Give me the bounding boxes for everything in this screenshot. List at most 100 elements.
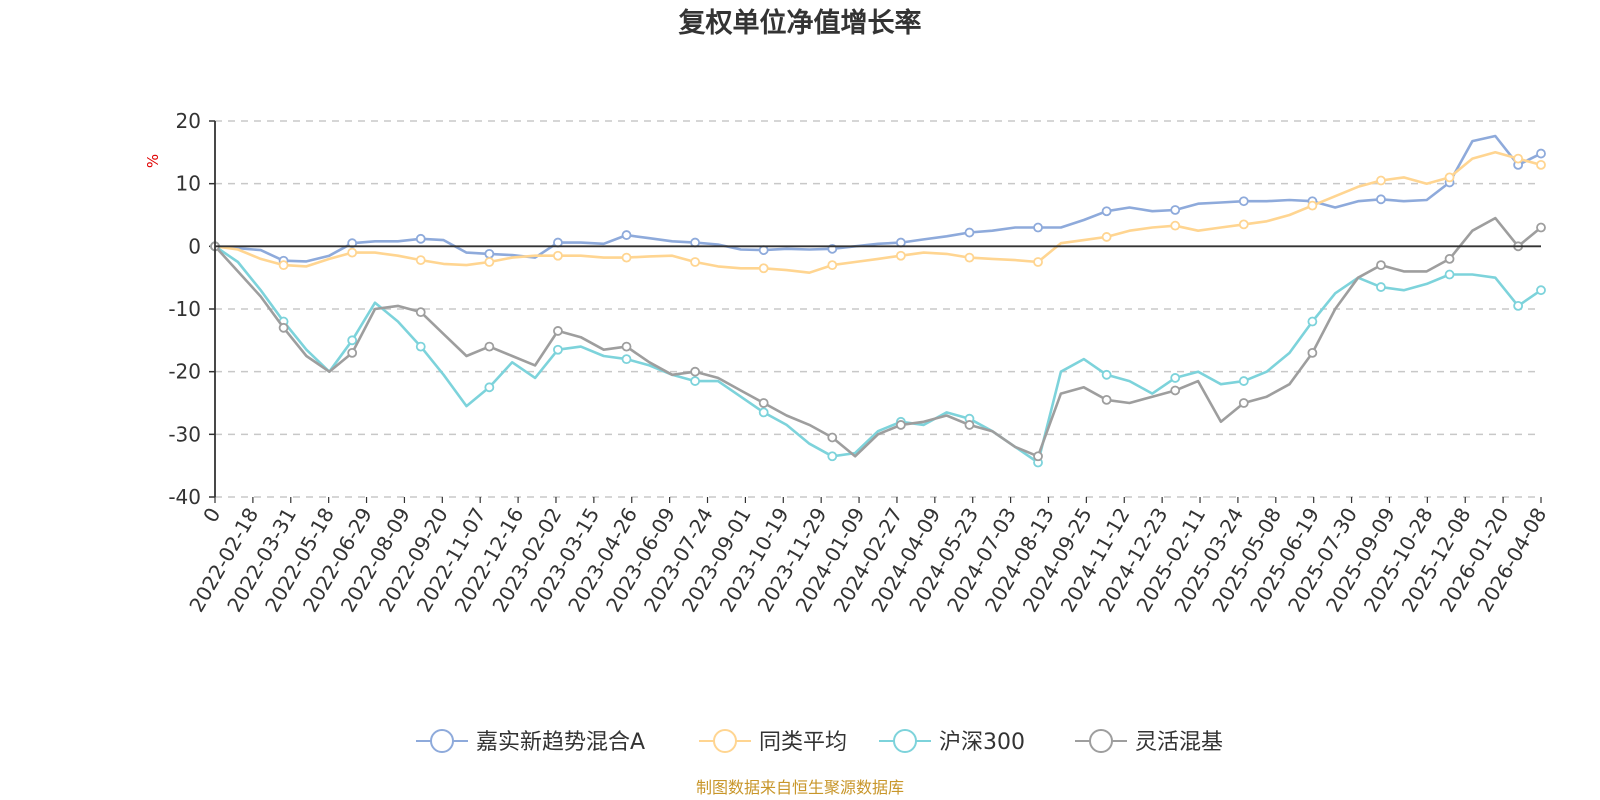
data-point — [1033, 222, 1043, 233]
legend-label: 嘉实新趋势混合A — [476, 730, 645, 755]
legend-marker — [893, 729, 917, 753]
data-point — [1101, 206, 1112, 217]
data-point — [347, 247, 358, 258]
y-tick-label: 0 — [188, 234, 201, 258]
data-point — [278, 322, 289, 333]
legend-item[interactable]: 同类平均 — [699, 729, 847, 755]
data-point — [1170, 205, 1181, 215]
data-point — [415, 307, 426, 318]
data-point — [1170, 220, 1181, 231]
data-point — [484, 382, 495, 393]
legend-item[interactable]: 嘉实新趋势混合A — [416, 729, 645, 755]
legend-label: 同类平均 — [759, 730, 847, 755]
data-point — [621, 341, 632, 352]
legend-marker — [713, 729, 737, 753]
data-point — [895, 250, 906, 261]
data-point — [484, 341, 495, 352]
x-axis-ticks: 02022-02-182022-03-312022-05-182022-06-2… — [184, 497, 1551, 616]
x-tick-label: 0 — [198, 504, 225, 527]
legend-marker — [1089, 729, 1113, 753]
y-tick-label: -30 — [168, 422, 201, 446]
chart-title: 复权单位净值增长率 — [679, 7, 922, 39]
series-line — [214, 245, 1542, 464]
data-point — [758, 263, 769, 274]
data-point — [1101, 232, 1112, 242]
data-point — [415, 233, 426, 244]
data-point — [1376, 175, 1386, 186]
legend-label: 沪深300 — [939, 730, 1025, 755]
data-point — [827, 260, 838, 271]
data-point — [415, 255, 426, 266]
data-point — [553, 326, 563, 336]
data-point — [1170, 385, 1181, 396]
data-point — [1376, 194, 1386, 205]
data-point — [621, 354, 632, 365]
data-point — [553, 344, 563, 355]
y-tick-label: 10 — [176, 172, 201, 196]
data-point — [1536, 222, 1546, 233]
data-point — [758, 245, 769, 255]
data-point — [484, 248, 495, 259]
data-point — [1513, 300, 1524, 311]
data-point — [1444, 253, 1455, 264]
data-point — [1307, 316, 1318, 327]
data-point — [1238, 376, 1249, 386]
data-point — [690, 366, 701, 377]
series-2 — [210, 151, 1546, 275]
legend-item[interactable]: 沪深300 — [879, 729, 1025, 755]
data-point — [553, 250, 563, 261]
source-note: 制图数据来自恒生聚源数据库 — [696, 778, 904, 797]
data-point — [964, 420, 975, 430]
series-lines — [210, 134, 1546, 468]
data-point — [827, 432, 838, 443]
y-tick-label: 20 — [176, 109, 201, 133]
series-line — [214, 216, 1542, 458]
data-point — [1536, 148, 1546, 159]
data-point — [1307, 200, 1318, 211]
axes — [214, 121, 1541, 497]
y-tick-label: -10 — [168, 297, 201, 321]
data-point — [690, 237, 701, 248]
data-point — [1101, 369, 1112, 380]
y-axis-label: % — [144, 154, 162, 168]
data-point — [347, 347, 358, 358]
data-point — [1101, 394, 1112, 405]
data-point — [484, 257, 495, 267]
legend-marker — [430, 729, 454, 753]
y-tick-label: -40 — [168, 485, 201, 509]
data-point — [553, 237, 563, 248]
data-point — [1444, 269, 1455, 280]
data-point — [1536, 285, 1546, 296]
series-line — [214, 151, 1542, 275]
data-point — [621, 230, 632, 240]
data-point — [278, 260, 289, 271]
y-axis-ticks: 20 10 0 -10 -20 -30 -40 — [168, 109, 215, 509]
data-point — [964, 227, 975, 238]
data-point — [1033, 257, 1043, 267]
data-point — [895, 420, 906, 430]
data-point — [1376, 260, 1386, 271]
data-point — [690, 376, 701, 386]
data-point — [1444, 172, 1455, 183]
data-point — [415, 341, 426, 352]
series-line — [214, 134, 1542, 263]
data-point — [690, 257, 701, 267]
data-point — [1238, 196, 1249, 207]
data-point — [621, 252, 632, 263]
data-point — [758, 407, 769, 418]
legend[interactable]: 嘉实新趋势混合A 同类平均 沪深300 灵活混基 — [416, 729, 1223, 755]
data-point — [1513, 153, 1524, 164]
data-point — [1033, 451, 1043, 462]
data-point — [758, 398, 769, 408]
data-point — [827, 451, 838, 462]
data-point — [347, 335, 358, 346]
legend-item[interactable]: 灵活混基 — [1075, 729, 1223, 755]
data-point — [964, 252, 975, 263]
data-point — [1238, 398, 1249, 408]
data-point — [1376, 282, 1386, 292]
y-tick-label: -20 — [168, 360, 201, 384]
series-4 — [210, 216, 1546, 462]
data-point — [1536, 159, 1546, 170]
data-point — [1307, 347, 1318, 358]
